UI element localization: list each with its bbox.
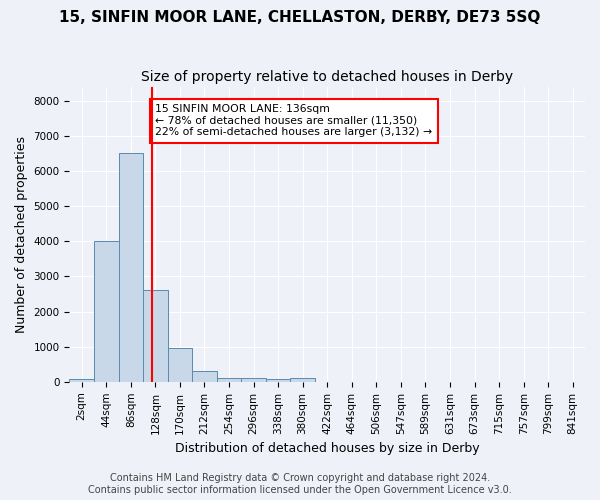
Bar: [241, 378, 266, 382]
Bar: [70, 379, 94, 382]
Text: Contains HM Land Registry data © Crown copyright and database right 2024.
Contai: Contains HM Land Registry data © Crown c…: [88, 474, 512, 495]
Bar: [192, 371, 217, 382]
Bar: [94, 241, 119, 382]
Bar: [119, 154, 143, 382]
Y-axis label: Number of detached properties: Number of detached properties: [15, 136, 28, 332]
Text: 15, SINFIN MOOR LANE, CHELLASTON, DERBY, DE73 5SQ: 15, SINFIN MOOR LANE, CHELLASTON, DERBY,…: [59, 10, 541, 25]
Bar: [290, 378, 315, 382]
Bar: [217, 378, 241, 382]
Text: 15 SINFIN MOOR LANE: 136sqm
← 78% of detached houses are smaller (11,350)
22% of: 15 SINFIN MOOR LANE: 136sqm ← 78% of det…: [155, 104, 433, 138]
Title: Size of property relative to detached houses in Derby: Size of property relative to detached ho…: [141, 70, 513, 84]
Bar: [143, 290, 167, 382]
Bar: [167, 348, 192, 382]
Bar: [266, 379, 290, 382]
X-axis label: Distribution of detached houses by size in Derby: Distribution of detached houses by size …: [175, 442, 479, 455]
